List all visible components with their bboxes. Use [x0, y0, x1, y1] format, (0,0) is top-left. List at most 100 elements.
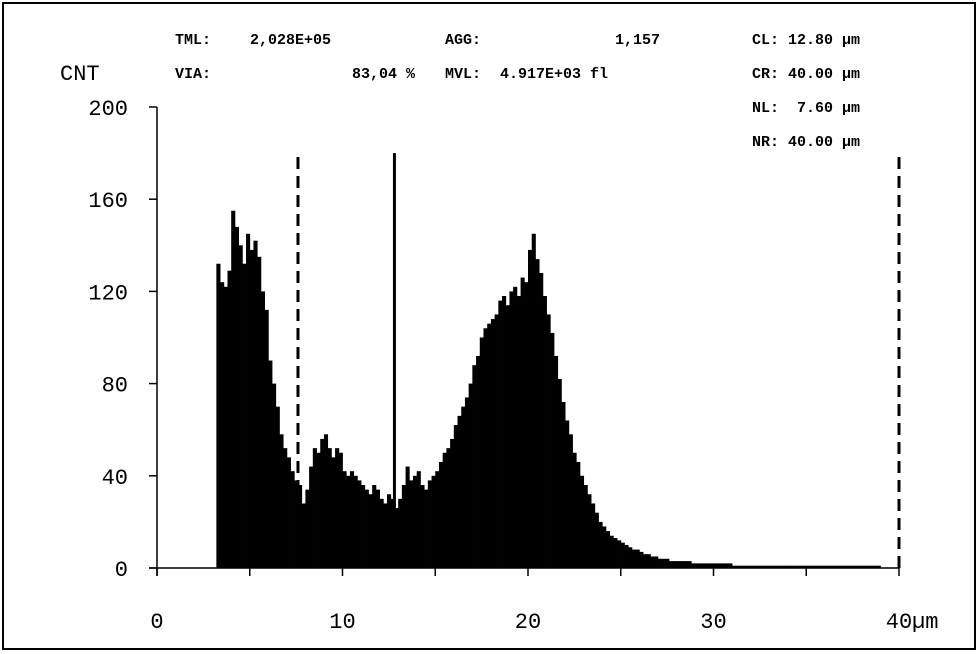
histogram-bar	[553, 355, 559, 568]
histogram-bar	[338, 452, 343, 568]
histogram-bar	[620, 542, 625, 568]
histogram-bar	[772, 565, 777, 568]
stat-nr-value: 40.00 µm	[788, 134, 860, 151]
histogram-bar	[869, 565, 874, 568]
stat-nl-value: 7.60 µm	[797, 100, 860, 117]
histogram-bar	[483, 328, 488, 568]
histogram-bar	[498, 300, 503, 568]
histogram-bar	[795, 565, 800, 568]
histogram-bar	[587, 494, 592, 568]
histogram-bar	[735, 565, 740, 568]
histogram-bar	[661, 558, 666, 568]
histogram-bar	[657, 558, 662, 568]
histogram-bar	[568, 434, 573, 568]
histogram-bar	[286, 457, 291, 568]
x-tick-label: 20	[515, 610, 541, 635]
histogram-bar	[257, 256, 262, 568]
histogram-bar	[583, 485, 588, 568]
histogram-bar	[316, 452, 321, 568]
histogram-bar	[275, 406, 280, 568]
histogram-bar	[216, 263, 221, 568]
histogram-bar	[861, 565, 867, 568]
histogram-bar	[579, 475, 585, 568]
histogram-bar	[513, 286, 518, 568]
histogram-bar	[435, 471, 440, 568]
histogram-bar	[372, 485, 377, 568]
histogram-bar	[724, 563, 729, 568]
histogram-bar	[297, 485, 303, 568]
histogram-bar	[631, 549, 636, 568]
histogram-bar	[253, 240, 258, 568]
histogram-bar	[260, 291, 265, 568]
histogram-bar	[246, 233, 251, 568]
histogram-bar	[453, 425, 458, 568]
histogram-bar	[572, 452, 577, 568]
stat-nr-label: NR:	[752, 134, 779, 151]
histogram-bar	[335, 448, 340, 568]
histogram-bar	[873, 565, 878, 568]
y-tick-label: 0	[115, 558, 128, 583]
histogram-bar	[535, 259, 540, 568]
histogram-bar	[368, 494, 373, 568]
histogram-bar	[539, 272, 544, 568]
histogram-bar	[602, 526, 607, 568]
histogram-bar	[457, 415, 462, 568]
histogram-bar	[676, 561, 681, 568]
histogram-bar	[464, 397, 470, 568]
histogram-bar	[546, 314, 551, 568]
histogram-bar	[672, 561, 677, 568]
histogram-bar	[639, 551, 644, 568]
y-axis-title: CNT	[60, 62, 100, 87]
histogram-bar	[617, 540, 622, 568]
histogram-bar	[487, 323, 492, 568]
histogram-bar	[798, 565, 803, 568]
y-tick-label: 120	[88, 281, 128, 306]
histogram-bar	[709, 563, 714, 568]
histogram-bar	[787, 565, 792, 568]
y-tick-label: 40	[102, 466, 128, 491]
histogram-bar	[646, 554, 651, 568]
axes-group	[149, 107, 899, 576]
histogram-bar	[694, 563, 700, 568]
histogram-bar	[761, 565, 766, 568]
stat-agg-label: AGG:	[445, 32, 481, 49]
histogram-bar	[349, 471, 355, 568]
histogram-bar	[438, 461, 444, 568]
histogram-bar	[839, 565, 844, 568]
histogram-bar	[598, 521, 603, 568]
histogram-bar	[505, 305, 510, 568]
histogram-bar	[791, 565, 796, 568]
histogram-bar	[290, 471, 295, 568]
histogram-bar	[576, 461, 581, 568]
stat-mvl-label: MVL:	[445, 66, 481, 83]
histogram-bar	[528, 249, 533, 568]
histogram-bar	[264, 309, 269, 568]
x-axis-unit: µm	[912, 610, 938, 635]
histogram-bar	[279, 434, 284, 568]
x-ticks-group: 0 10 20 30 40	[150, 568, 912, 635]
histogram-bar	[227, 270, 232, 568]
histogram-bar	[450, 438, 455, 568]
histogram-bar	[758, 565, 763, 568]
histogram-bar	[542, 296, 547, 568]
histogram-bar	[249, 249, 254, 568]
stat-cr-label: CR:	[752, 66, 779, 83]
x-tick-label: 30	[700, 610, 726, 635]
histogram-bar	[635, 549, 640, 568]
histogram-bar	[494, 314, 499, 568]
histogram-bar	[687, 561, 692, 568]
x-tick-label: 10	[329, 610, 355, 635]
histogram-bar	[776, 565, 781, 568]
histogram-bar	[490, 319, 496, 568]
histogram-bar	[609, 535, 614, 568]
histogram-bar	[283, 448, 288, 568]
histogram-bar	[613, 538, 618, 568]
stat-agg-value: 1,157	[615, 32, 660, 49]
histogram-bar	[323, 434, 329, 568]
histogram-bar	[754, 565, 759, 568]
histogram-bar	[728, 563, 733, 568]
histogram-bar	[780, 565, 785, 568]
histogram-bar	[446, 448, 451, 568]
histogram-bar	[390, 498, 395, 568]
histogram-bar	[698, 563, 703, 568]
